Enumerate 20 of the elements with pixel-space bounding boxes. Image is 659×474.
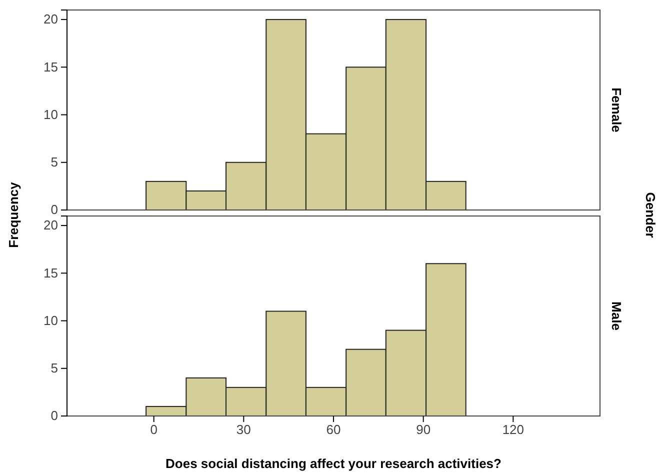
y-tick-label: 10: [44, 106, 58, 122]
x-tick-label: 90: [416, 422, 431, 438]
text: Female: [609, 88, 624, 132]
y-tick-label: 0: [50, 408, 58, 424]
y-tick-label: 0: [50, 202, 58, 218]
x-tick-label: 30: [236, 422, 251, 438]
x-axis-title: Does social distancing affect your research activities?: [166, 456, 502, 471]
legend-title: Gender: [643, 192, 658, 238]
text: Male: [609, 302, 624, 330]
y-tick-label: 20: [44, 218, 58, 233]
y-axis-title: Frequency: [6, 181, 21, 248]
x-tick-label: 60: [326, 422, 341, 438]
y-tick-label: 5: [50, 154, 58, 170]
y-tick-label: 15: [44, 265, 58, 280]
x-tick-label: 0: [150, 422, 158, 438]
y-tick-label: 20: [44, 12, 58, 27]
x-tick-label: 120: [502, 422, 524, 438]
y-tick-label: 10: [44, 312, 58, 328]
y-tick-label: 15: [44, 59, 58, 74]
y-tick-label: 5: [50, 360, 58, 376]
